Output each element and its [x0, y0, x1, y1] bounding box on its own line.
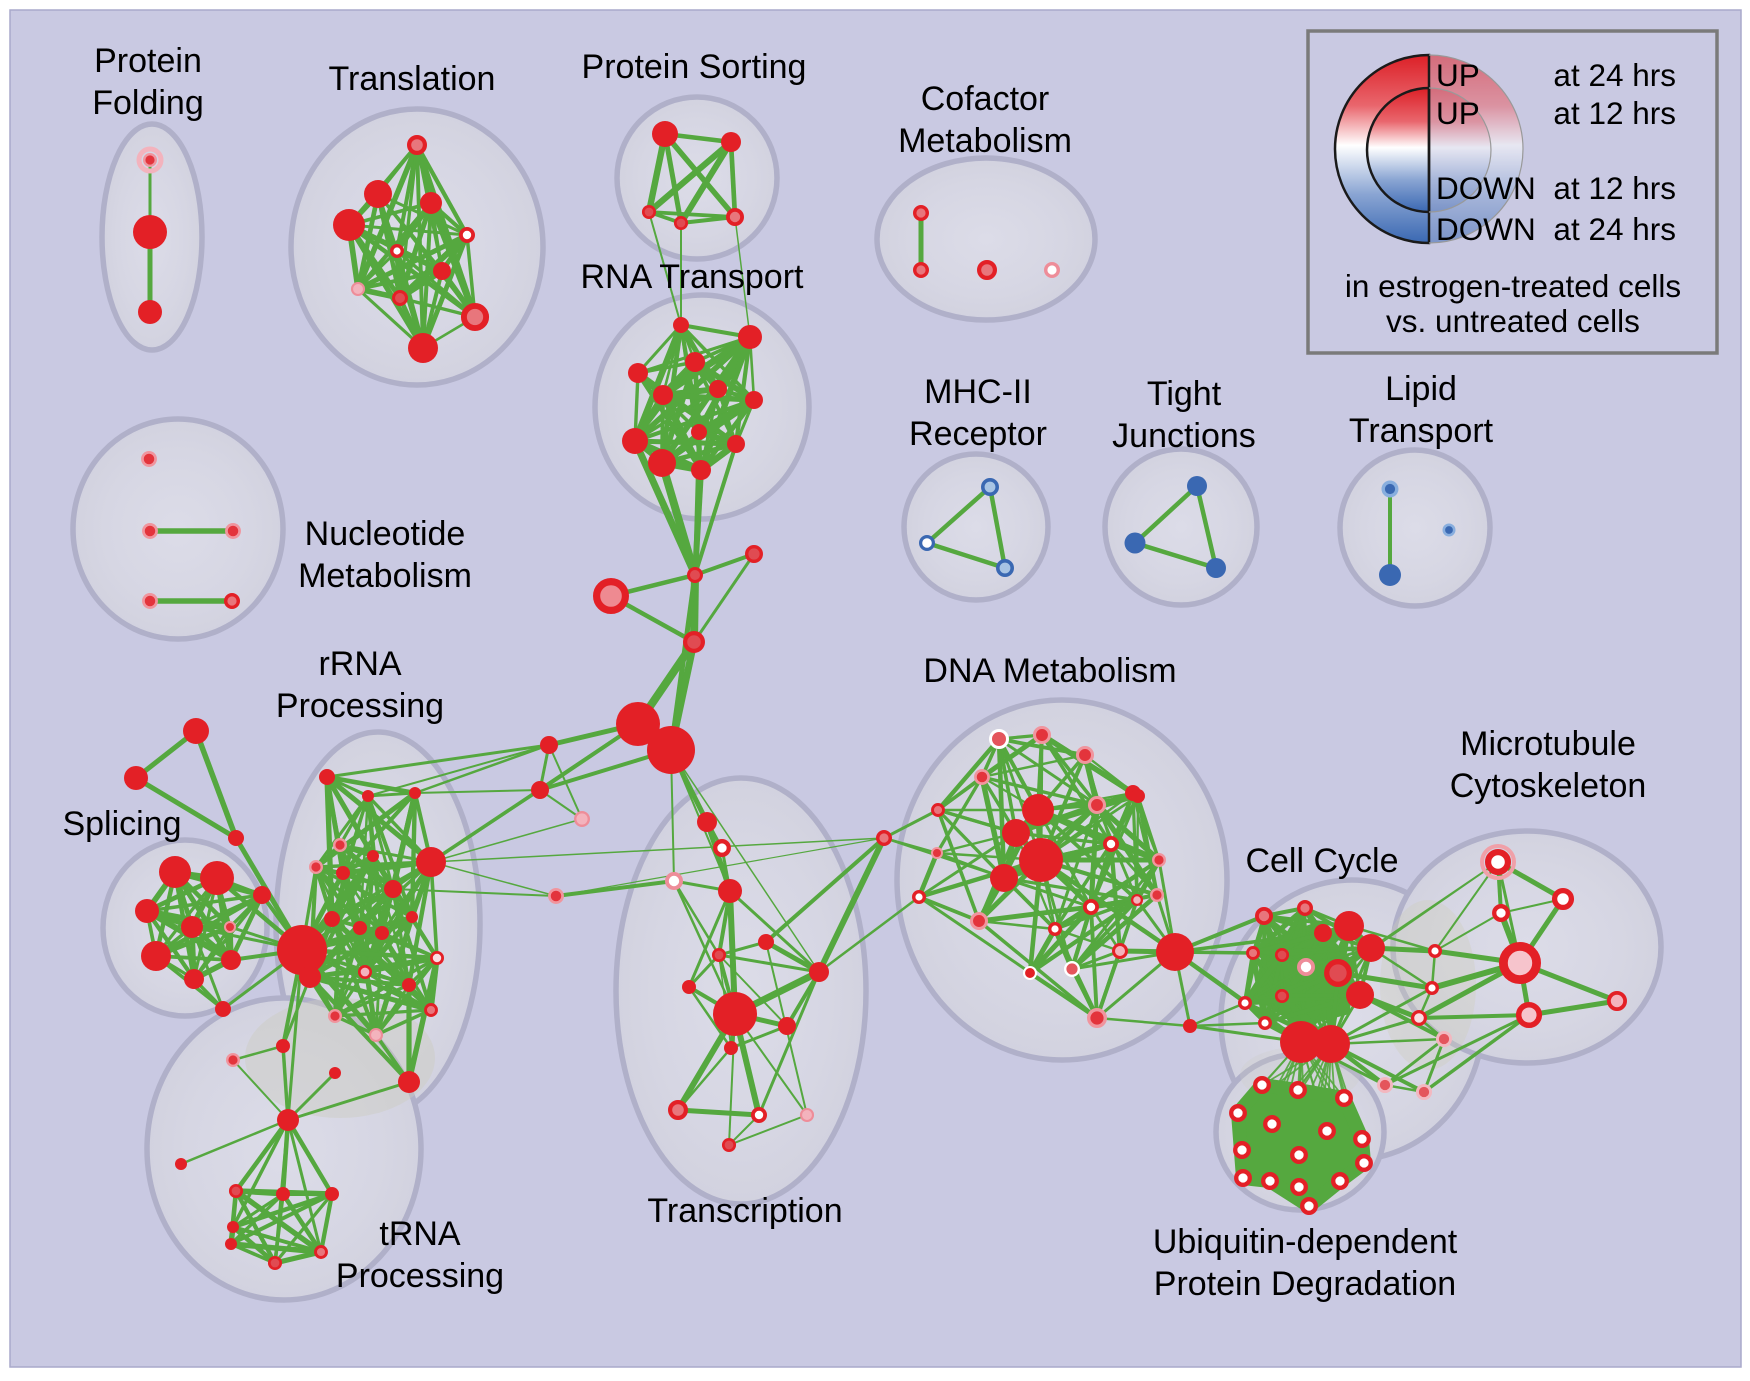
svg-text:Transcription: Transcription [647, 1192, 842, 1230]
svg-text:Processing: Processing [336, 1257, 504, 1295]
svg-text:RNA Transport: RNA Transport [581, 258, 805, 296]
svg-text:Processing: Processing [276, 687, 444, 725]
svg-text:Microtubule: Microtubule [1460, 725, 1636, 763]
svg-text:Metabolism: Metabolism [898, 122, 1072, 160]
svg-text:at 24 hrs: at 24 hrs [1553, 57, 1676, 93]
svg-text:rRNA: rRNA [318, 645, 401, 683]
svg-text:UP: UP [1436, 95, 1480, 131]
svg-text:Ubiquitin-dependent: Ubiquitin-dependent [1153, 1223, 1458, 1261]
svg-text:in estrogen-treated cells: in estrogen-treated cells [1345, 268, 1681, 304]
svg-text:Splicing: Splicing [62, 805, 181, 843]
svg-text:MHC-II: MHC-II [924, 373, 1032, 411]
svg-text:Translation: Translation [329, 60, 496, 98]
svg-text:Cofactor: Cofactor [921, 80, 1050, 118]
svg-text:Transport: Transport [1349, 412, 1494, 450]
svg-text:Junctions: Junctions [1112, 417, 1256, 455]
svg-text:Cell Cycle: Cell Cycle [1245, 842, 1398, 880]
svg-text:tRNA: tRNA [379, 1215, 461, 1253]
svg-text:Lipid: Lipid [1385, 370, 1457, 408]
svg-text:Protein Degradation: Protein Degradation [1154, 1265, 1456, 1303]
svg-text:Metabolism: Metabolism [298, 557, 472, 595]
svg-text:Cytoskeleton: Cytoskeleton [1450, 767, 1647, 805]
svg-text:Nucleotide: Nucleotide [305, 515, 466, 553]
svg-text:vs. untreated cells: vs. untreated cells [1386, 303, 1640, 339]
svg-text:UP: UP [1436, 57, 1480, 93]
svg-text:at 24 hrs: at 24 hrs [1553, 211, 1676, 247]
svg-text:Protein Sorting: Protein Sorting [582, 48, 807, 86]
svg-text:Protein: Protein [94, 42, 202, 80]
svg-text:at 12 hrs: at 12 hrs [1553, 170, 1676, 206]
svg-text:Receptor: Receptor [909, 415, 1047, 453]
svg-text:DNA Metabolism: DNA Metabolism [923, 652, 1176, 690]
svg-text:DOWN: DOWN [1436, 211, 1536, 247]
svg-text:at 12 hrs: at 12 hrs [1553, 95, 1676, 131]
svg-text:Tight: Tight [1147, 375, 1222, 413]
svg-text:DOWN: DOWN [1436, 170, 1536, 206]
svg-text:Folding: Folding [92, 84, 204, 122]
